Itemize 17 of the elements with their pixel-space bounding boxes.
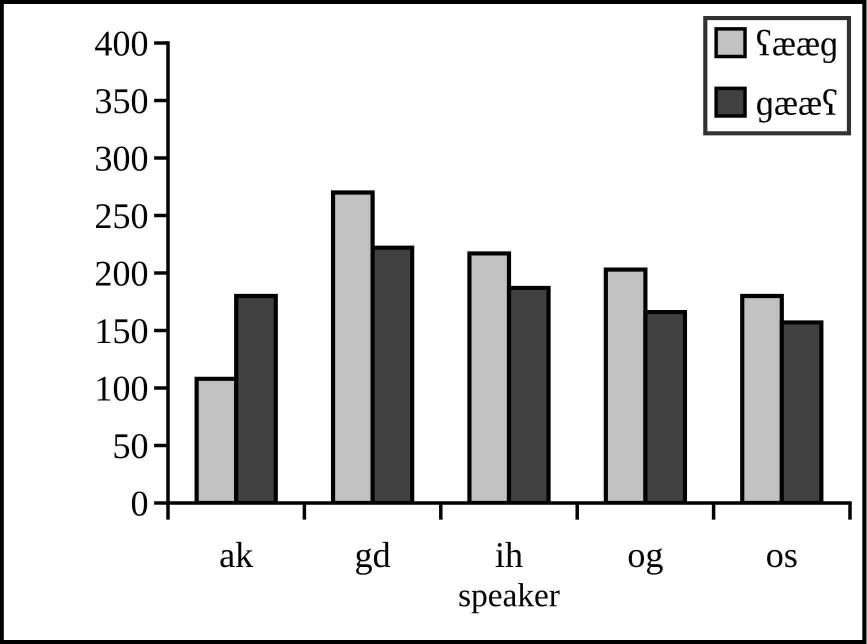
y-tick-label: 50 bbox=[114, 434, 148, 458]
y-tick-label: 300 bbox=[96, 146, 148, 171]
y-tick-label: 200 bbox=[96, 262, 148, 286]
y-tick-label: 400 bbox=[95, 32, 148, 56]
legend-label: ɡææʕ bbox=[757, 89, 836, 123]
x-axis-title: speaker bbox=[459, 583, 560, 614]
x-tick-label: os bbox=[767, 550, 797, 568]
x-tick-label: og bbox=[628, 548, 663, 575]
y-tick-label: 100 bbox=[98, 376, 148, 401]
y-tick-label: 250 bbox=[96, 204, 148, 228]
legend-label: ʕææɡ bbox=[757, 30, 836, 64]
x-tick-label: ih bbox=[496, 542, 523, 567]
y-tick-label: 150 bbox=[98, 319, 148, 344]
y-tick-label: 350 bbox=[96, 89, 148, 114]
x-tick-label: gd bbox=[356, 542, 390, 575]
y-tick-label: 0 bbox=[132, 492, 148, 516]
x-tick-label: ak bbox=[220, 542, 254, 568]
